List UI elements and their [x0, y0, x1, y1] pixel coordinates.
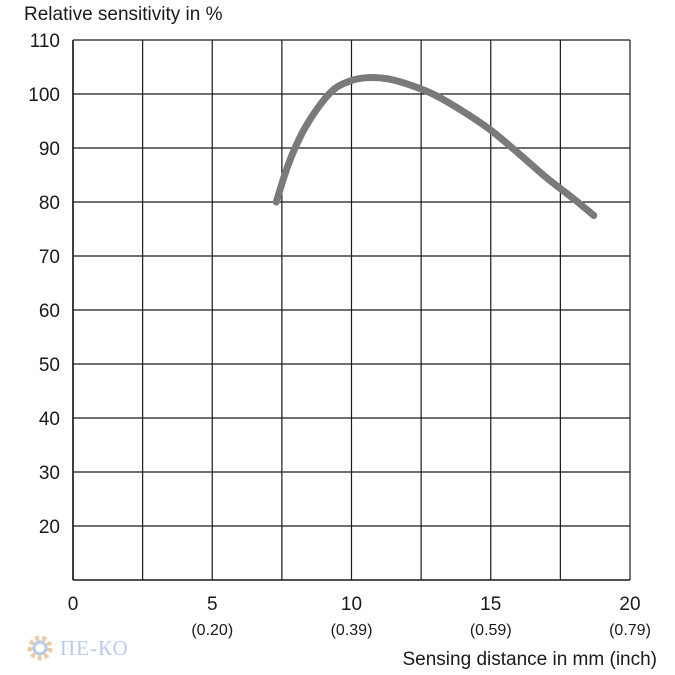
- y-tick-label: 110: [30, 31, 60, 52]
- sensitivity-curve: [272, 73, 598, 219]
- y-tick-label: 20: [39, 517, 60, 538]
- y-tick-label: 90: [39, 139, 60, 160]
- x-tick-label: 10: [341, 594, 362, 615]
- x-tick-labels: 0 5 (0.20) 10 (0.39) 15 (0.59) 20 (0.79): [68, 594, 651, 639]
- y-tick-label: 100: [28, 85, 60, 106]
- chart-axes: [72, 40, 630, 581]
- chart-grid: [72, 39, 631, 580]
- x-tick-label: 15: [480, 594, 501, 615]
- watermark-logo: ПЕ-КО: [24, 632, 129, 664]
- y-tick-label: 60: [39, 301, 60, 322]
- y-tick-label: 80: [39, 193, 60, 214]
- x-tick-label: 5: [207, 594, 218, 615]
- x-tick-sublabel: (0.39): [331, 622, 373, 639]
- x-tick-sublabel: (0.20): [191, 622, 233, 639]
- y-tick-label: 40: [39, 409, 60, 430]
- y-tick-label: 50: [39, 355, 60, 376]
- x-tick-sublabel: (0.79): [609, 622, 651, 639]
- watermark-text: ПЕ-КО: [60, 635, 129, 660]
- chart-series: [272, 73, 598, 219]
- gear-icon: [27, 635, 53, 661]
- x-tick-label: 20: [619, 594, 640, 615]
- x-tick-label: 0: [68, 594, 79, 615]
- x-tick-sublabel: (0.59): [470, 622, 512, 639]
- y-tick-label: 70: [39, 247, 60, 268]
- y-tick-label: 30: [39, 463, 60, 484]
- x-axis-title: Sensing distance in mm (inch): [402, 649, 658, 670]
- y-axis-title: Relative sensitivity in %: [24, 4, 223, 25]
- y-tick-labels: 20 30 40 50 60 70 80 90 100 110: [28, 31, 60, 538]
